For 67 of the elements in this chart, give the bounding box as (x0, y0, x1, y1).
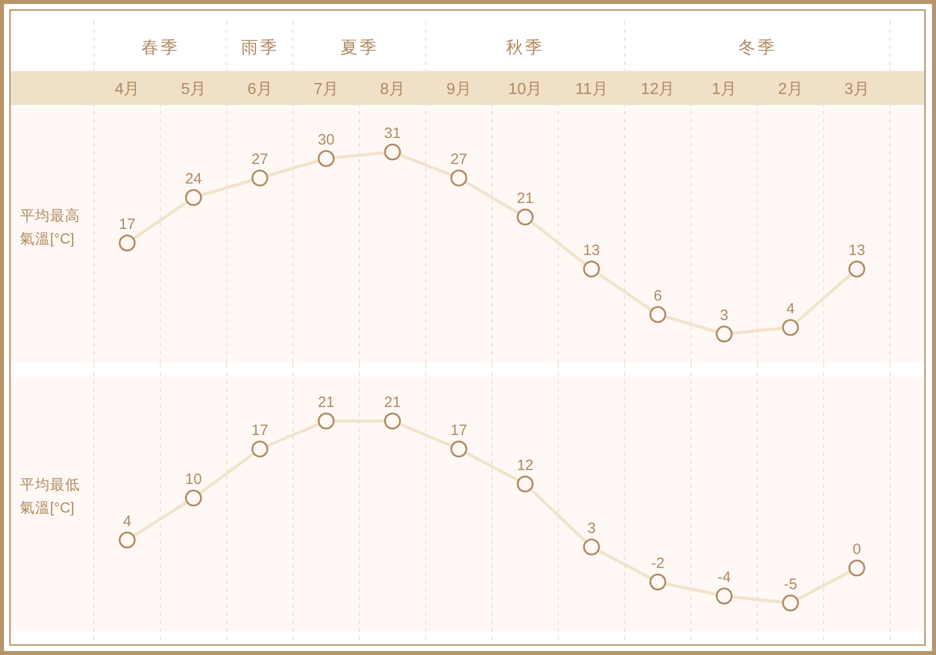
data-label: 12 (516, 457, 534, 474)
point (384, 144, 401, 160)
point (251, 170, 268, 186)
data-label: 3 (587, 520, 596, 537)
point (185, 490, 202, 506)
x-tick-label: 5月 (181, 81, 206, 98)
point (583, 260, 600, 278)
point (450, 440, 468, 458)
data-label: 27 (251, 151, 268, 168)
point (848, 260, 866, 278)
data-label: 21 (516, 190, 534, 207)
x-tick-label: 9月 (446, 81, 472, 98)
data-label: 4 (786, 300, 795, 318)
y-axis-title: 平均最低氣溫[°C] (20, 476, 80, 516)
x-tick-label: 4月 (114, 81, 140, 98)
x-tick-label: 6月 (247, 81, 272, 98)
point (716, 326, 733, 342)
x-tick-label: 1月 (712, 81, 737, 98)
text: 春季 (141, 38, 180, 57)
text: 雨季 (240, 38, 279, 57)
data-label: 24 (185, 170, 202, 188)
y-axis-title: 平均最高氣溫[°C] (20, 208, 80, 248)
x-tick-label: 8月 (380, 81, 405, 98)
point (318, 150, 335, 167)
data-label: 3 (720, 307, 728, 324)
point (716, 588, 733, 604)
x-tick-label: 11月 (575, 81, 608, 98)
point (649, 306, 666, 323)
data-label: 17 (251, 422, 268, 439)
data-label: 0 (852, 541, 862, 558)
x-tick-label: 10月 (508, 81, 542, 98)
point (848, 560, 866, 576)
point (318, 412, 335, 430)
point (583, 538, 600, 556)
point (782, 594, 799, 612)
text: 冬季 (738, 38, 776, 57)
x-tick-label: 7月 (314, 81, 339, 98)
data-label: 27 (450, 151, 468, 168)
data-label: 10 (185, 471, 202, 488)
point (118, 532, 136, 548)
x-tick-label: 2月 (778, 81, 803, 98)
point (251, 440, 268, 458)
point (450, 170, 468, 186)
point (649, 574, 666, 590)
point (516, 476, 534, 492)
text: 秋季 (506, 38, 544, 57)
data-label: 30 (318, 132, 335, 148)
data-label: -5 (784, 576, 798, 593)
data-label: 17 (450, 422, 468, 439)
data-label: 21 (318, 394, 335, 411)
data-label: 17 (118, 216, 136, 233)
data-label: 13 (848, 242, 866, 259)
data-label: 6 (654, 288, 662, 304)
point (118, 234, 136, 252)
data-label: -4 (717, 569, 731, 586)
data-label: 31 (384, 125, 401, 142)
x-tick-label: 12月 (640, 81, 675, 98)
point (384, 412, 401, 430)
point (185, 189, 202, 206)
point (782, 319, 799, 336)
text: 夏季 (340, 38, 378, 57)
data-label: -2 (651, 555, 665, 572)
point (516, 208, 534, 226)
data-label: 4 (122, 513, 132, 530)
data-label: 21 (384, 394, 401, 411)
data-label: 13 (583, 242, 600, 259)
x-tick-label: 3月 (844, 81, 870, 98)
